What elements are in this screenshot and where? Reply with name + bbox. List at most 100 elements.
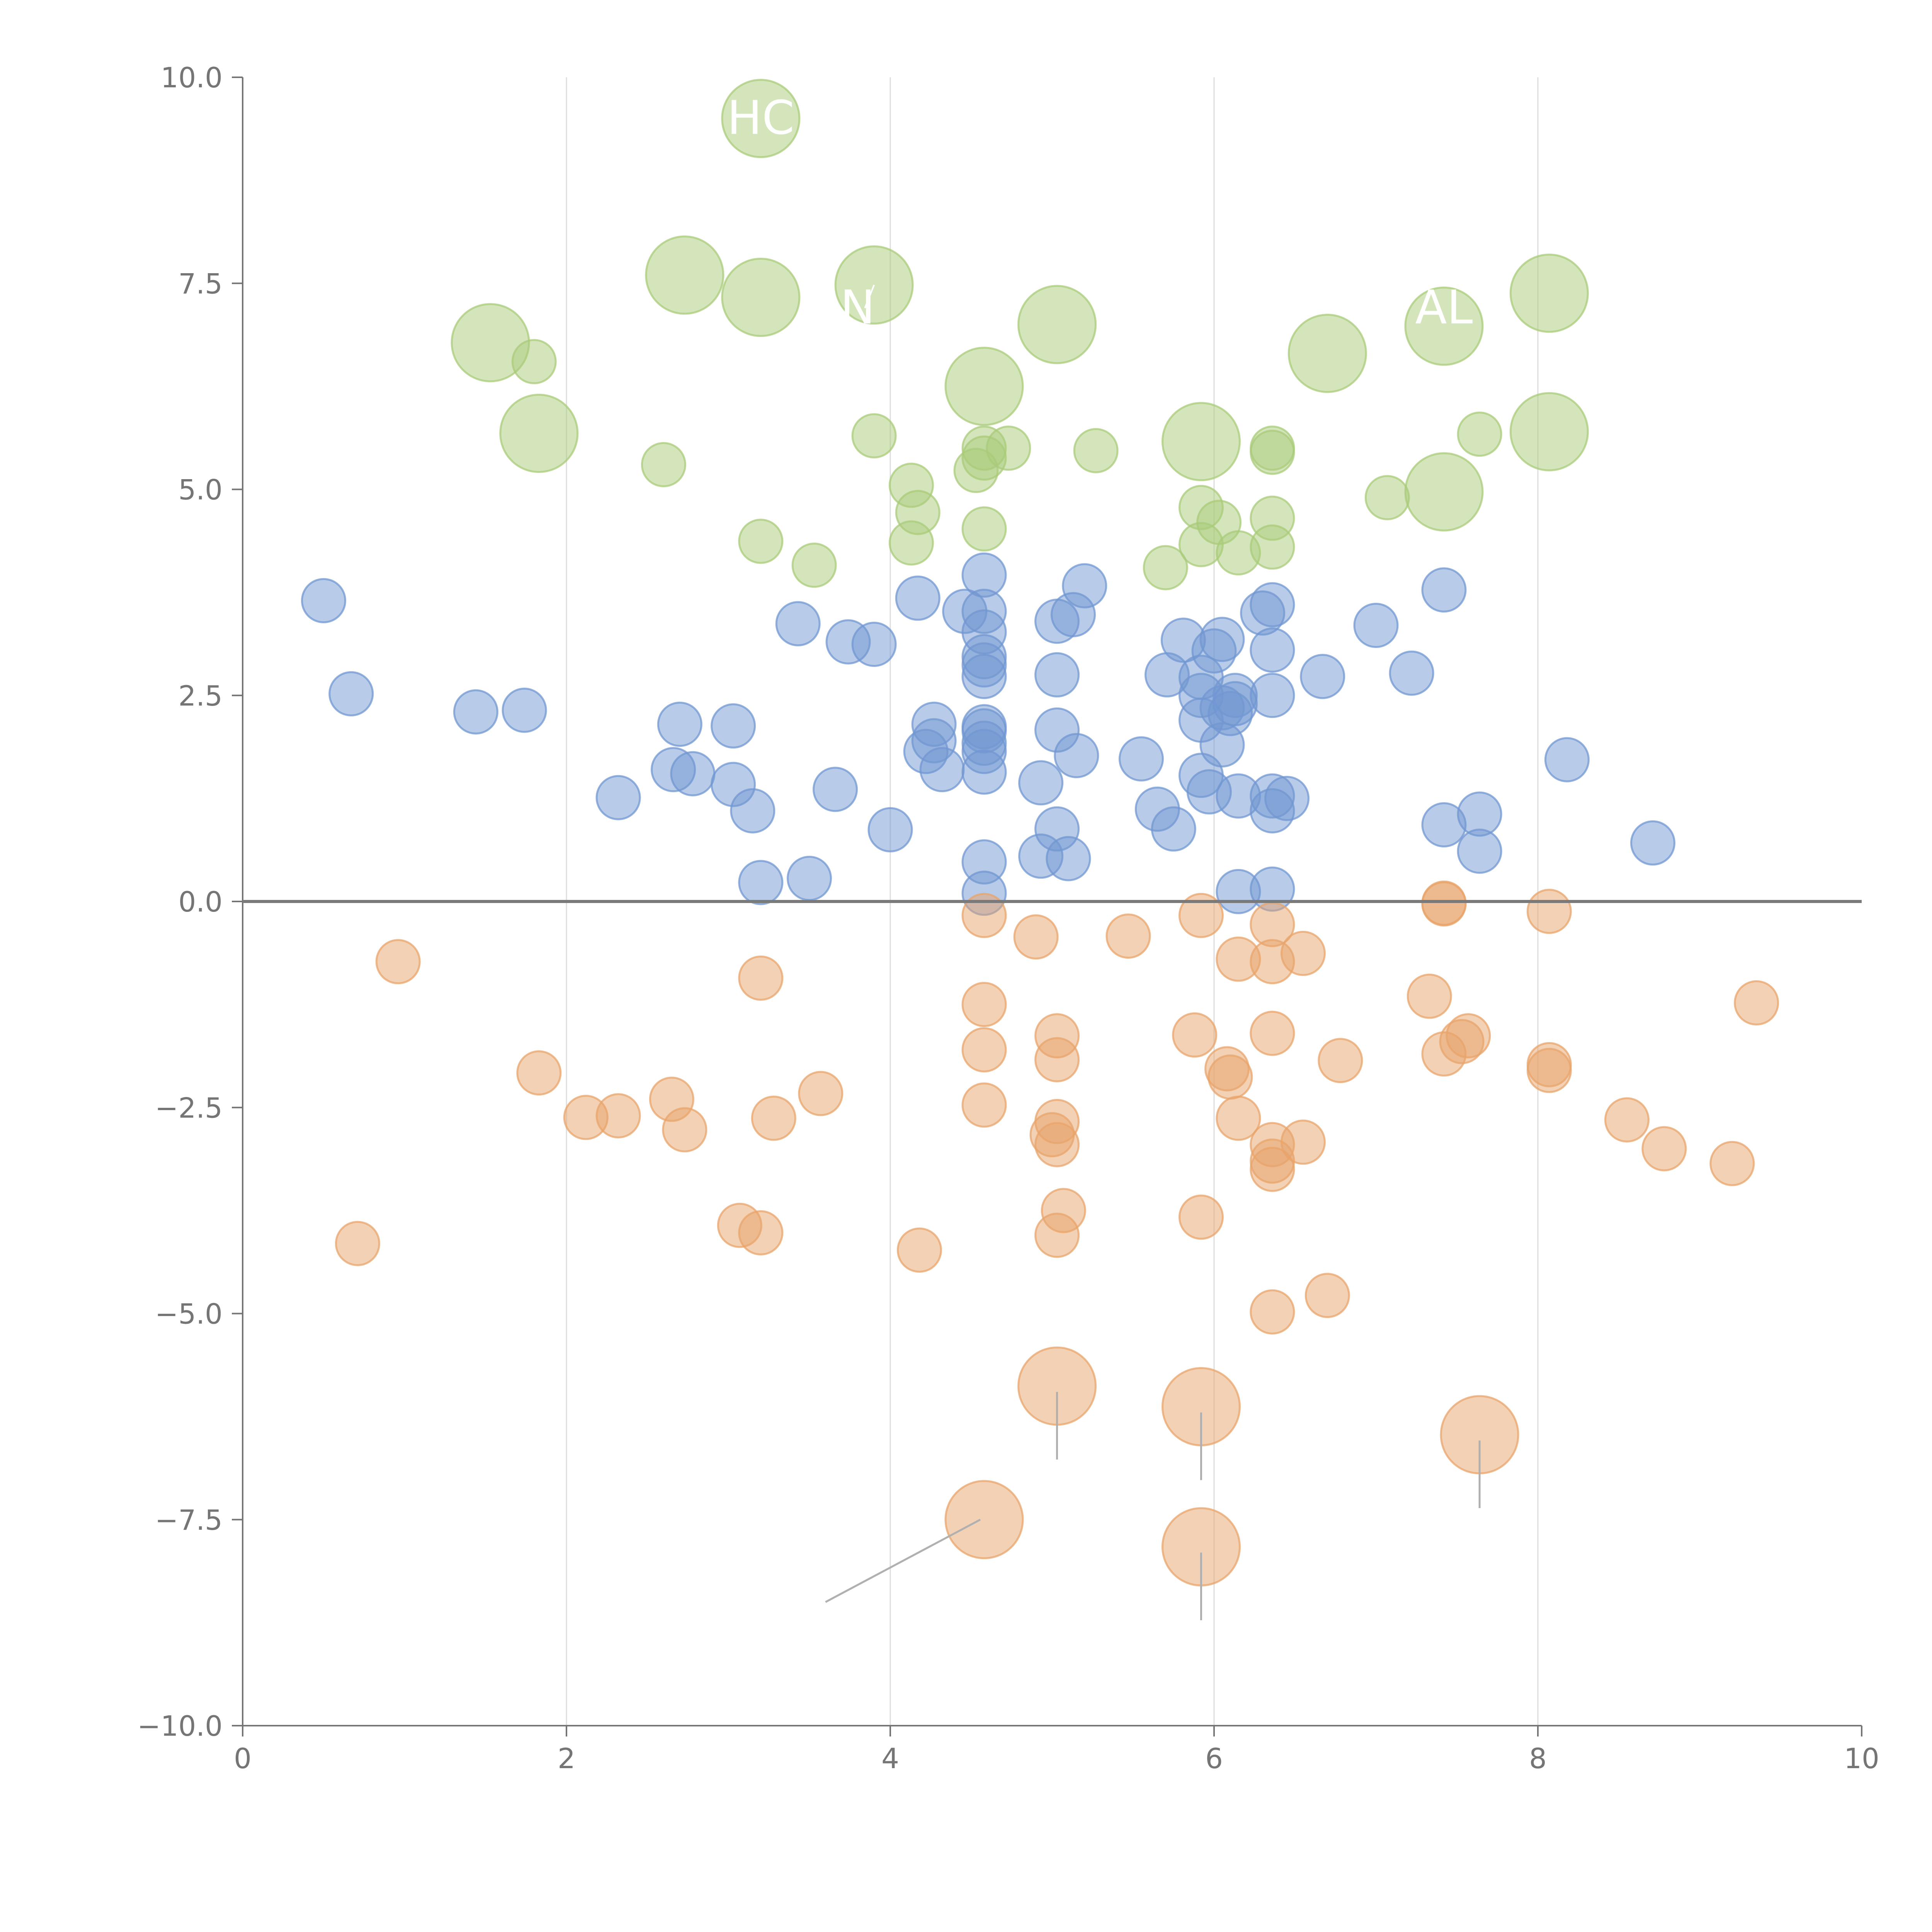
negative-point: [516, 1050, 562, 1096]
positive-point: [1421, 567, 1467, 613]
negative-point: [1013, 914, 1059, 960]
positive-point: [1199, 617, 1245, 662]
negative-point: [751, 1095, 796, 1141]
positive-point: [502, 687, 547, 733]
positive-point: [1151, 806, 1196, 852]
negative-point: [944, 1480, 1024, 1560]
highlighted-point: [721, 258, 801, 337]
highlighted-point: [641, 442, 686, 488]
positive-point: [919, 747, 965, 793]
negative-point: [1216, 1095, 1261, 1141]
negative-point: [896, 1227, 942, 1273]
positive-point: [851, 622, 897, 667]
x-tick-label: 6: [1205, 1742, 1223, 1775]
highlighted-point: [944, 347, 1024, 426]
leader-line: [825, 1519, 981, 1603]
highlighted-point: [1404, 452, 1484, 532]
positive-point: [961, 749, 1007, 795]
negative-point: [1250, 1010, 1295, 1056]
positive-point: [453, 689, 498, 735]
positive-point: [1544, 737, 1590, 782]
highlighted-point: [1250, 430, 1295, 475]
negative-point: [1526, 1048, 1572, 1093]
highlighted-point: [961, 506, 1007, 552]
negative-point: [1034, 1122, 1080, 1167]
leader-line: [864, 284, 875, 308]
highlighted-point: [895, 490, 940, 535]
negative-point: [1178, 1194, 1224, 1240]
negative-point: [1406, 973, 1452, 1019]
highlighted-point: [738, 519, 784, 564]
positive-point: [1118, 736, 1164, 782]
negative-point: [961, 1082, 1007, 1128]
positive-point: [813, 767, 858, 812]
x-tick-label: 4: [881, 1742, 899, 1775]
leader-lines: [825, 284, 1481, 1621]
y-tick-label: 7.5: [178, 267, 223, 300]
x-tick-label: 0: [234, 1742, 252, 1775]
data-points: [243, 79, 1862, 1587]
highlighted-point: [645, 235, 724, 315]
x-tick-label: 8: [1529, 1742, 1547, 1775]
positive-point: [1353, 602, 1399, 648]
negative-point: [1172, 1012, 1218, 1058]
negative-point: [961, 893, 1007, 938]
negative-point: [1526, 889, 1572, 934]
negative-point: [1105, 913, 1151, 959]
positive-point: [787, 855, 832, 901]
positive-point: [1018, 760, 1064, 806]
negative-point: [961, 982, 1007, 1027]
positive-point: [1457, 828, 1502, 874]
highlighted-point: [499, 393, 579, 473]
highlighted-point: [851, 413, 897, 459]
positive-point: [1212, 681, 1258, 726]
negative-point: [1734, 980, 1779, 1026]
x-tick-label: 10: [1844, 1742, 1879, 1775]
negative-point: [798, 1071, 844, 1116]
positive-point: [711, 703, 756, 749]
negative-point: [1280, 930, 1326, 976]
highlighted-point: [1509, 253, 1589, 333]
point-label: BN: [808, 281, 875, 335]
positive-point: [1250, 582, 1295, 628]
positive-point: [1054, 733, 1099, 778]
negative-point: [1421, 881, 1467, 927]
y-tick-label: −10.0: [137, 1710, 223, 1742]
highlighted-point: [1143, 545, 1188, 590]
highlighted-point: [1073, 428, 1119, 473]
positive-point: [670, 751, 716, 796]
highlighted-point: [451, 303, 530, 383]
negative-point: [1446, 1013, 1491, 1059]
positive-point: [657, 701, 702, 747]
positive-point: [1250, 673, 1295, 718]
point-label: HC: [727, 92, 794, 145]
highlighted-point: [1250, 524, 1295, 570]
positive-point: [1046, 836, 1091, 881]
y-tick-label: 10.0: [161, 61, 223, 94]
positive-point: [1300, 654, 1345, 699]
positive-point: [961, 654, 1007, 699]
highlighted-point: [1457, 412, 1502, 457]
point-labels: HC BN AL: [727, 92, 1473, 335]
negative-point: [1280, 1119, 1326, 1165]
highlighted-point: [1161, 402, 1241, 481]
highlighted-point: [1364, 475, 1410, 520]
positive-point: [911, 701, 957, 747]
positive-point: [895, 575, 940, 621]
negative-point: [375, 939, 421, 985]
highlighted-point: [791, 543, 837, 588]
y-tick-label: 2.5: [178, 680, 223, 712]
negative-point: [738, 955, 784, 1001]
negative-point: [1641, 1126, 1687, 1172]
negative-point: [738, 1210, 784, 1255]
positive-point: [301, 578, 346, 623]
highlighted-point: [721, 79, 801, 158]
negative-point: [961, 1027, 1007, 1073]
positive-point: [1034, 652, 1080, 697]
negative-point: [662, 1107, 707, 1153]
negative-point: [1318, 1038, 1363, 1083]
negative-point: [1304, 1273, 1350, 1318]
y-tick-label: −2.5: [155, 1092, 223, 1124]
y-tick-label: 5.0: [178, 474, 223, 506]
positive-point: [1062, 563, 1107, 609]
